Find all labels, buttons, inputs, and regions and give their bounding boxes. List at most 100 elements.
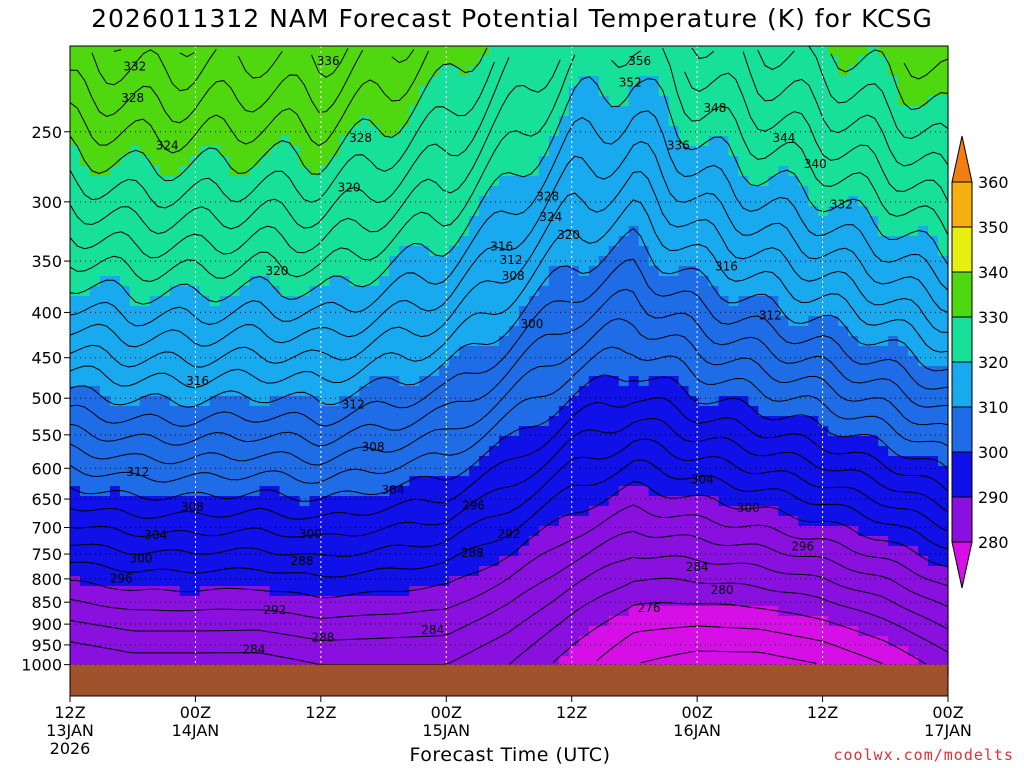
contour-fill-cell [429, 416, 440, 427]
contour-fill-cell [568, 576, 580, 587]
contour-fill-cell [179, 46, 191, 57]
contour-fill-cell [399, 356, 410, 367]
contour-fill-cell [79, 116, 91, 127]
contour-fill-cell [688, 326, 700, 337]
contour-fill-cell [718, 76, 730, 87]
contour-fill-cell [369, 256, 380, 267]
contour-fill-cell [319, 356, 331, 367]
contour-fill-cell [618, 86, 630, 97]
contour-fill-cell [489, 76, 500, 87]
contour-fill-cell [239, 246, 251, 257]
contour-fill-cell [718, 526, 730, 537]
contour-fill-cell [199, 366, 211, 377]
contour-fill-cell [608, 146, 620, 157]
contour-fill-cell [109, 196, 121, 207]
contour-fill-cell [179, 296, 191, 307]
contour-fill-cell [628, 56, 640, 67]
contour-fill-cell [389, 116, 400, 127]
contour-fill-cell [199, 216, 211, 227]
contour-fill-cell [928, 156, 939, 167]
contour-fill-cell [938, 256, 949, 267]
contour-fill-cell [419, 146, 430, 157]
contour-fill-cell [628, 326, 640, 337]
contour-fill-cell [798, 46, 809, 57]
contour-fill-cell [518, 176, 530, 187]
contour-fill-cell [139, 236, 151, 247]
contour-fill-cell [289, 556, 301, 567]
contour-fill-cell [868, 466, 879, 477]
contour-fill-cell [838, 176, 849, 187]
contour-fill-cell [499, 246, 510, 257]
contour-fill-cell [259, 506, 271, 517]
contour-fill-cell [179, 466, 191, 477]
contour-fill-cell [349, 306, 360, 317]
contour-fill-cell [409, 186, 420, 197]
contour-fill-cell [658, 336, 670, 347]
contour-fill-cell [469, 76, 480, 87]
contour-fill-cell [748, 566, 760, 577]
contour-fill-cell [509, 516, 520, 527]
contour-fill-cell [479, 326, 490, 337]
contour-fill-cell [688, 206, 700, 217]
contour-fill-cell [698, 536, 710, 547]
contour-fill-cell [389, 166, 400, 177]
contour-fill-cell [668, 206, 680, 217]
contour-fill-cell [878, 416, 889, 427]
contour-fill-cell [289, 536, 301, 547]
contour-fill-cell [828, 476, 839, 487]
contour-fill-cell [628, 486, 640, 497]
contour-fill-cell [119, 356, 131, 367]
contour-fill-cell [289, 356, 301, 367]
contour-fill-cell [678, 226, 690, 237]
contour-fill-cell [349, 496, 360, 507]
contour-fill-cell [918, 486, 929, 497]
contour-fill-cell [678, 606, 690, 617]
contour-fill-cell [618, 46, 630, 57]
contour-fill-cell [509, 576, 520, 587]
contour-fill-cell [528, 206, 540, 217]
contour-fill-cell [389, 136, 400, 147]
contour-fill-cell [838, 246, 849, 257]
contour-fill-cell [229, 66, 241, 77]
contour-fill-cell [399, 406, 410, 417]
contour-fill-cell [638, 556, 650, 567]
contour-fill-cell [648, 116, 660, 127]
contour-fill-cell [259, 396, 271, 407]
contour-fill-cell [399, 506, 410, 517]
contour-fill-cell [349, 76, 360, 87]
contour-fill-cell [828, 66, 839, 77]
contour-fill-cell [658, 536, 670, 547]
contour-fill-cell [548, 226, 560, 237]
contour-fill-cell [848, 326, 859, 337]
contour-fill-cell [299, 116, 311, 127]
contour-fill-cell [758, 336, 770, 347]
contour-fill-cell [429, 446, 440, 457]
contour-fill-cell [558, 586, 570, 597]
contour-fill-cell [209, 126, 221, 137]
contour-fill-cell [858, 146, 869, 157]
contour-fill-cell [359, 576, 370, 587]
contour-fill-cell [748, 556, 760, 567]
contour-fill-cell [239, 406, 251, 417]
contour-fill-cell [528, 196, 540, 207]
contour-fill-cell [109, 396, 121, 407]
contour-fill-cell [908, 476, 919, 487]
contour-fill-cell [768, 426, 779, 437]
contour-fill-cell [888, 226, 899, 237]
contour-fill-cell [698, 366, 710, 377]
contour-fill-cell [598, 436, 610, 447]
contour-fill-cell [199, 126, 211, 137]
contour-fill-cell [299, 76, 311, 87]
contour-fill-cell [239, 56, 251, 67]
contour-fill-cell [928, 116, 939, 127]
contour-fill-cell [169, 186, 181, 197]
contour-fill-cell [319, 476, 331, 487]
contour-fill-cell [768, 516, 779, 527]
contour-fill-cell [878, 206, 889, 217]
contour-fill-cell [518, 246, 530, 257]
contour-fill-cell [419, 416, 430, 427]
contour-fill-cell [528, 446, 540, 457]
contour-fill-cell [249, 166, 261, 177]
contour-fill-cell [139, 556, 151, 567]
contour-fill-cell [658, 366, 670, 377]
